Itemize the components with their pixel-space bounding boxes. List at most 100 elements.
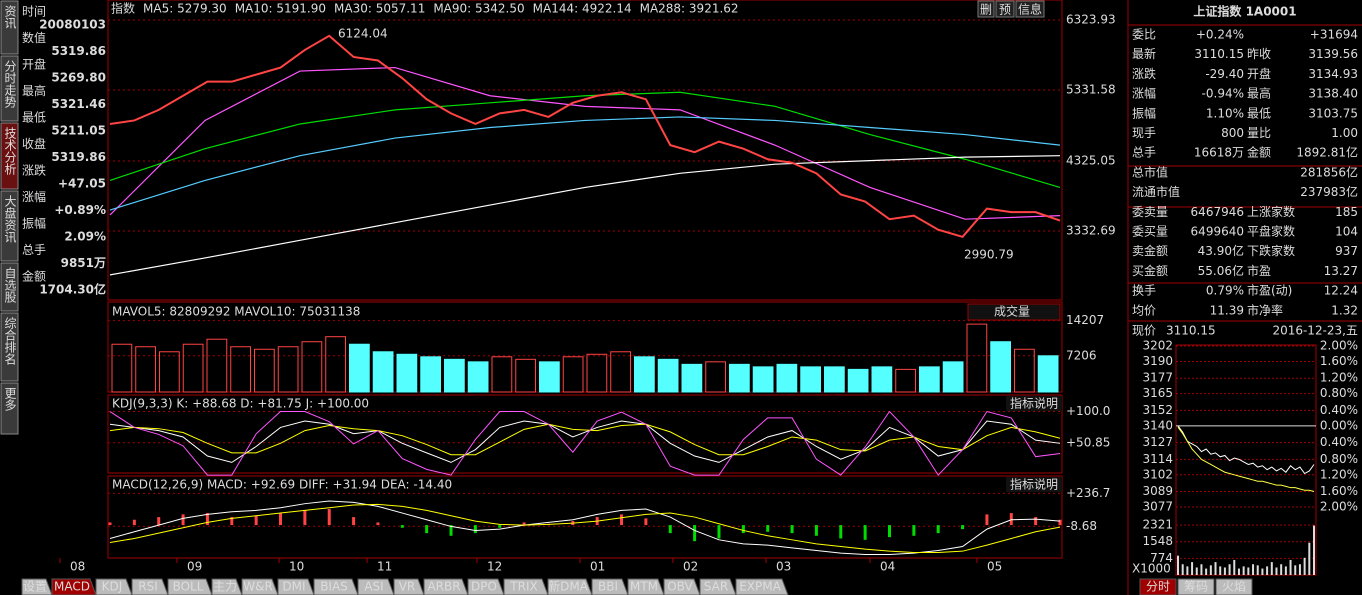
indicator-tab-label: KDJ bbox=[102, 580, 123, 594]
pct-tick-label: 0.40% bbox=[1320, 435, 1358, 449]
quote-label: 市净率 bbox=[1247, 302, 1283, 317]
volume-bar bbox=[634, 356, 655, 393]
toolbar-button[interactable] bbox=[995, 0, 1015, 18]
volume-bar bbox=[919, 366, 940, 393]
sidebar-tab[interactable] bbox=[0, 382, 19, 435]
quote-value: 3138.40 bbox=[1308, 87, 1358, 101]
sidebar-tab[interactable] bbox=[0, 312, 19, 382]
pct-tick-label: 1.20% bbox=[1320, 371, 1358, 385]
indicator-tab[interactable] bbox=[357, 578, 395, 595]
quote-value: 0.79% bbox=[1206, 284, 1244, 298]
indicator-line bbox=[109, 503, 1061, 554]
dropdown[interactable] bbox=[967, 303, 1061, 321]
y-tick-label: 2321 bbox=[1142, 518, 1173, 532]
sidebar-tab[interactable] bbox=[0, 190, 19, 262]
y-tick-label: 1548 bbox=[1142, 534, 1173, 548]
volume-bar bbox=[182, 343, 204, 393]
x-tick-label: 03 bbox=[776, 560, 791, 574]
sidebar-tab[interactable] bbox=[0, 262, 19, 312]
y-tick-label: +236.7 bbox=[1066, 486, 1110, 500]
pct-tick-label: 0.80% bbox=[1320, 386, 1358, 400]
ma-legend: MA144: 4922.14 bbox=[533, 2, 632, 16]
quote-label: 均价 bbox=[1132, 303, 1156, 317]
quote-value: 3110.15 bbox=[1194, 47, 1244, 61]
x-tick-label: 12 bbox=[487, 560, 502, 574]
indicator-tab[interactable] bbox=[467, 578, 505, 595]
intraday-line bbox=[1177, 425, 1315, 475]
quote-label: 振幅 bbox=[1132, 105, 1156, 120]
volume-bar bbox=[230, 346, 251, 393]
indicator-tab[interactable] bbox=[167, 578, 213, 595]
indicator-tab[interactable] bbox=[663, 578, 701, 595]
toolbar-button[interactable] bbox=[977, 0, 995, 18]
y-tick-label: 4325.05 bbox=[1066, 153, 1116, 167]
volume-bar bbox=[657, 358, 679, 393]
indicator-tab[interactable] bbox=[313, 578, 359, 595]
indicator-tab[interactable] bbox=[131, 578, 169, 595]
y-tick-label: -8.68 bbox=[1066, 519, 1097, 533]
indicator-tab[interactable] bbox=[423, 578, 469, 595]
quote-label: 上涨家数 bbox=[1247, 204, 1295, 219]
ma-legend: 指数 bbox=[111, 1, 135, 16]
indicator-tab[interactable] bbox=[627, 578, 665, 595]
y-tick-label: 3177 bbox=[1142, 371, 1173, 385]
pct-tick-label: 1.60% bbox=[1320, 484, 1358, 498]
indicator-tab-label: EXPMA bbox=[739, 580, 781, 594]
volume-bar bbox=[966, 323, 988, 393]
sidebar-tab[interactable] bbox=[0, 55, 19, 122]
mini-tab[interactable] bbox=[1177, 578, 1215, 595]
quote-label: 金额 bbox=[1247, 145, 1271, 160]
indicator-line bbox=[109, 423, 1061, 456]
y-tick-label: 774 bbox=[1150, 551, 1173, 565]
quote-value: 16618万 bbox=[1194, 146, 1244, 160]
mini-tab[interactable] bbox=[1139, 578, 1177, 595]
sidebar-tab-label: 综合排名 bbox=[3, 317, 17, 365]
y-tick-label: +100.0 bbox=[1066, 404, 1110, 418]
quote-label: 市盈(动) bbox=[1247, 283, 1292, 298]
quote-label: 换手 bbox=[1132, 284, 1156, 298]
indicator-tab[interactable] bbox=[21, 578, 53, 595]
ma-legend: MA90: 5342.50 bbox=[433, 2, 524, 16]
info-value: 5269.80 bbox=[51, 71, 106, 85]
indicator-tab[interactable] bbox=[51, 578, 97, 595]
volume-bar bbox=[515, 358, 536, 393]
quote-value: 1.00 bbox=[1331, 126, 1358, 140]
indicator-tab[interactable] bbox=[547, 578, 593, 595]
volume-bar bbox=[705, 361, 726, 393]
quote-label: 涨幅 bbox=[1132, 86, 1156, 101]
quote-label: 涨跌 bbox=[1132, 66, 1156, 81]
indicator-tab-label: 新DMA bbox=[548, 579, 589, 594]
sidebar-tab[interactable] bbox=[0, 122, 19, 190]
indicator-line bbox=[109, 410, 1061, 476]
indicator-tab[interactable] bbox=[95, 578, 133, 595]
quote-value: -29.40 bbox=[1205, 67, 1244, 81]
sidebar-tab[interactable] bbox=[0, 0, 19, 55]
y-tick-label: +50.85 bbox=[1066, 435, 1110, 449]
indicator-tab-label: SAR bbox=[704, 580, 728, 594]
indicator-tab[interactable] bbox=[699, 578, 737, 595]
quote-value: 55.06亿 bbox=[1198, 263, 1244, 278]
indicator-tab[interactable] bbox=[735, 578, 789, 595]
indicator-tab[interactable] bbox=[241, 578, 279, 595]
indicator-tab[interactable] bbox=[393, 578, 425, 595]
sidebar-tab-label: 自选股 bbox=[3, 267, 17, 304]
mini-tab[interactable] bbox=[1215, 578, 1253, 595]
vol-unit: X1000 bbox=[1132, 562, 1171, 576]
indicator-tab-label: 设置 bbox=[23, 580, 47, 594]
indicator-tab-label: OBV bbox=[667, 580, 693, 594]
indicator-tab[interactable] bbox=[591, 578, 629, 595]
indicator-help[interactable] bbox=[1006, 477, 1062, 492]
info-value: 5211.05 bbox=[51, 124, 106, 138]
sidebar-tab-label: 分时走势 bbox=[3, 60, 17, 108]
quote-value: 237983亿 bbox=[1300, 184, 1358, 199]
indicator-tab[interactable] bbox=[503, 578, 549, 595]
quote-value: 3103.75 bbox=[1308, 106, 1358, 120]
indicator-tab[interactable] bbox=[211, 578, 243, 595]
indicator-tab[interactable] bbox=[277, 578, 315, 595]
quote-value: 800 bbox=[1221, 126, 1244, 140]
indicator-help[interactable] bbox=[1006, 396, 1062, 411]
volume-bar bbox=[301, 341, 323, 393]
ma-legend: MA5: 5279.30 bbox=[143, 2, 227, 16]
toolbar-button[interactable] bbox=[1015, 0, 1045, 18]
